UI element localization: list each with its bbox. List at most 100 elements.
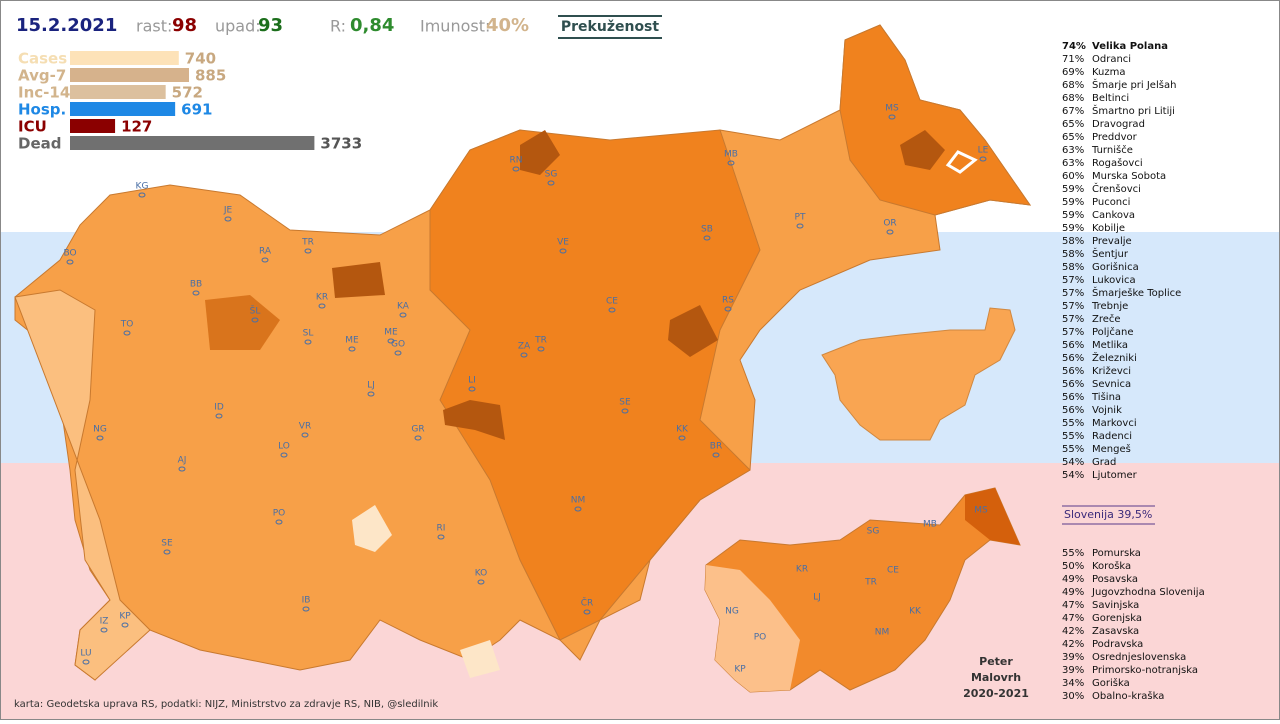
map-label: MS — [885, 104, 899, 114]
muni-name: Šmarje pri Jelšah — [1092, 78, 1176, 91]
city-dot — [537, 346, 545, 352]
inset-label: PO — [754, 633, 767, 643]
immunity-button[interactable]: Prekuženost — [561, 19, 659, 35]
muni-name: Tišina — [1091, 391, 1121, 403]
city-dot — [302, 606, 310, 612]
muni-pct: 71% — [1062, 54, 1084, 65]
city-dot — [559, 248, 567, 254]
city-dot — [583, 609, 591, 615]
city-dot — [727, 160, 735, 166]
map-label: LJ — [367, 381, 375, 391]
stat-value: 691 — [181, 101, 212, 119]
city-dot — [367, 391, 375, 397]
map-label: TR — [534, 336, 547, 346]
city-dot — [261, 257, 269, 263]
muni-name: Mengeš — [1092, 443, 1131, 455]
city-dot — [437, 534, 445, 540]
map-label: VR — [299, 422, 311, 432]
muni-name: Odranci — [1092, 54, 1131, 65]
map-label: BB — [190, 280, 202, 290]
stat-value: 127 — [121, 118, 152, 136]
map-label: LO — [278, 442, 290, 452]
map-label: TO — [120, 320, 134, 330]
muni-name: Zreče — [1092, 313, 1121, 325]
map-label: PO — [273, 509, 286, 519]
stat-value: 3733 — [320, 135, 362, 153]
muni-name: Sevnica — [1092, 379, 1131, 390]
region-name: Primorsko-notranjska — [1092, 665, 1198, 676]
stat-label: ICU — [18, 118, 47, 136]
stat-bar — [70, 136, 315, 150]
region-name: Koroška — [1092, 560, 1131, 572]
region-name: Obalno-kraška — [1092, 690, 1164, 702]
muni-name: Kobilje — [1092, 223, 1125, 234]
inset-label: KK — [909, 607, 922, 617]
map-label: ČR — [581, 597, 594, 609]
muni-pct: 57% — [1062, 314, 1084, 325]
muni-pct: 54% — [1062, 470, 1084, 481]
muni-pct: 57% — [1062, 275, 1084, 286]
highlight — [945, 150, 978, 174]
region-pct: 47% — [1062, 613, 1084, 624]
city-dot — [796, 223, 804, 229]
r-label: R: — [330, 17, 346, 36]
muni-pct: 57% — [1062, 301, 1084, 312]
region-darkest — [443, 400, 505, 440]
city-dot — [66, 259, 74, 265]
muni-pct: 69% — [1062, 67, 1084, 78]
city-dot — [608, 307, 616, 313]
map-label: CE — [606, 297, 618, 307]
city-dot — [301, 432, 309, 438]
muni-pct: 57% — [1062, 288, 1084, 299]
city-dot — [520, 352, 528, 358]
map-label: GR — [411, 425, 424, 435]
region-dark — [839, 24, 1032, 216]
muni-name: Puconci — [1092, 197, 1130, 208]
r-value: 0,84 — [350, 15, 394, 36]
map-label: NM — [571, 496, 586, 506]
muni-pct: 54% — [1062, 457, 1084, 468]
muni-pct: 59% — [1062, 184, 1084, 195]
map-label: SE — [161, 539, 173, 549]
region-name: Pomurska — [1092, 548, 1141, 559]
muni-pct: 67% — [1062, 106, 1084, 117]
stat-bar — [70, 119, 116, 133]
muni-pct: 60% — [1062, 171, 1084, 182]
city-dot — [414, 435, 422, 441]
inset-label: CE — [887, 566, 899, 576]
decline-label: upad: — [215, 17, 261, 36]
muni-name: Markovci — [1092, 418, 1137, 429]
region-pct: 30% — [1062, 691, 1084, 702]
inset-immunity — [821, 307, 1016, 441]
region-name: Jugovzhodna Slovenija — [1091, 587, 1205, 598]
muni-name: Črenšovci — [1092, 182, 1141, 195]
region-name: Podravska — [1092, 639, 1143, 650]
stat-bar — [70, 68, 189, 82]
muni-pct: 74% — [1062, 41, 1086, 52]
map-label: LU — [80, 649, 91, 659]
city-dot — [888, 114, 896, 120]
stat-label: Dead — [18, 135, 61, 153]
region-name: Posavska — [1092, 574, 1138, 585]
muni-name: Turnišče — [1091, 144, 1133, 156]
muni-name: Poljčane — [1092, 326, 1133, 338]
inset-label: KR — [796, 565, 808, 575]
map-label: OR — [883, 219, 896, 229]
region-name: Zasavska — [1092, 626, 1139, 637]
region-darkest — [520, 130, 560, 175]
map-label: VE — [557, 238, 569, 248]
region-pale — [460, 640, 500, 678]
main-map — [14, 24, 1032, 681]
header: 15.2.2021 rast: 98 upad: 93 R: 0,84 Imun… — [16, 15, 662, 39]
muni-name: Grad — [1092, 457, 1116, 468]
muni-pct: 56% — [1062, 392, 1084, 403]
region-name: Goriška — [1092, 677, 1130, 689]
city-dot — [123, 330, 131, 336]
stat-value: 885 — [195, 67, 226, 85]
muni-pct: 59% — [1062, 210, 1084, 221]
muni-name: Kuzma — [1092, 67, 1126, 78]
city-dot — [399, 312, 407, 318]
map-label: MB — [724, 150, 738, 160]
muni-pct: 65% — [1062, 119, 1084, 130]
immunity: 40% — [486, 15, 529, 36]
